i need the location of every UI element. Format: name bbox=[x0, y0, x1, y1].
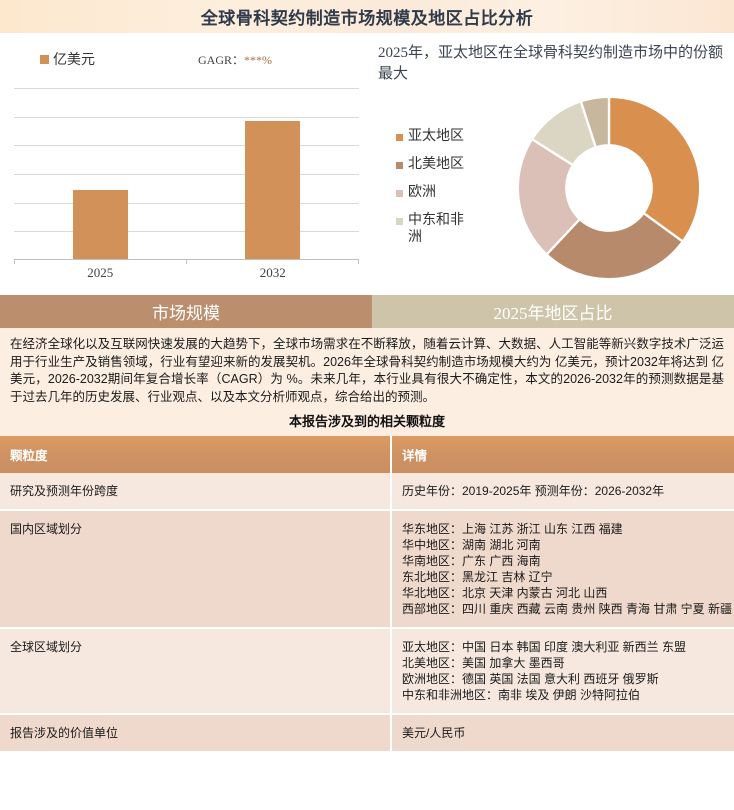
table-row: 国内区域划分 华东地区：上海 江苏 浙江 山东 江西 福建 华中地区：湖南 湖北 … bbox=[0, 510, 734, 629]
donut-chart bbox=[512, 91, 706, 285]
charts-region: 亿美元 GAGR：***% 2025 2032 2025年，亚太地区在全球骨科契约… bbox=[0, 33, 734, 291]
bar-chart-gridlines bbox=[14, 88, 359, 260]
cell-grain: 国内区域划分 bbox=[0, 510, 392, 629]
axis-tick bbox=[186, 260, 187, 264]
pie-legend-item: 北美地区 bbox=[396, 156, 474, 173]
gagr-annotation: GAGR：***% bbox=[198, 51, 272, 68]
table-body: 研究及预测年份跨度 历史年份：2019-2025年 预测年份：2026-2032年… bbox=[0, 473, 734, 753]
column-header-detail: 详情 bbox=[391, 436, 734, 473]
bar-2025 bbox=[72, 190, 128, 259]
pie-legend-swatch-icon bbox=[396, 218, 403, 225]
pie-legend-label: 中东和非洲 bbox=[408, 213, 464, 245]
pie-chart-legend: 亚太地区北美地区欧洲中东和非洲 bbox=[396, 128, 474, 257]
page-title-banner: 全球骨科契约制造市场规模及地区占比分析 bbox=[0, 0, 734, 33]
table-row: 全球区域划分 亚太地区：中国 日本 韩国 印度 澳大利亚 新西兰 东盟 北美地区：… bbox=[0, 628, 734, 715]
gagr-value: ***% bbox=[244, 53, 273, 67]
pie-legend-label: 欧洲 bbox=[408, 185, 436, 200]
bar-chart-panel: 亿美元 GAGR：***% 2025 2032 bbox=[0, 33, 372, 291]
pie-legend-swatch-icon bbox=[396, 162, 403, 169]
cell-grain: 全球区域划分 bbox=[0, 628, 392, 715]
pie-legend-swatch-icon bbox=[396, 134, 403, 141]
pie-legend-swatch-icon bbox=[396, 190, 403, 197]
x-tick-label: 2032 bbox=[259, 265, 286, 280]
bar-chart-plot bbox=[14, 88, 359, 264]
table-header-row: 颗粒度 详情 bbox=[0, 436, 734, 473]
cell-detail: 亚太地区：中国 日本 韩国 印度 澳大利亚 新西兰 东盟 北美地区：美国 加拿大… bbox=[391, 628, 734, 715]
bar-chart-x-labels: 2025 2032 bbox=[14, 265, 359, 285]
pie-legend-item: 亚太地区 bbox=[396, 128, 474, 145]
tab-market-size[interactable]: 市场规模 bbox=[0, 295, 372, 328]
pie-chart-panel: 2025年，亚太地区在全球骨科契约制造市场中的份额最大 亚太地区北美地区欧洲中东… bbox=[372, 33, 734, 291]
donut-slice-北美地区 bbox=[544, 211, 685, 281]
donut-slice-亚太地区 bbox=[607, 95, 702, 244]
x-tick-label: 2025 bbox=[87, 265, 114, 280]
axis-tick bbox=[358, 260, 359, 264]
donut-slice-欧洲 bbox=[516, 137, 582, 257]
pie-legend-item: 欧洲 bbox=[396, 184, 474, 201]
table-caption: 本报告涉及到的相关颗粒度 bbox=[288, 414, 445, 429]
page-title: 全球骨科契约制造市场规模及地区占比分析 bbox=[200, 9, 534, 28]
cell-grain: 报告涉及的价值单位 bbox=[0, 714, 392, 753]
cell-detail: 华东地区：上海 江苏 浙江 山东 江西 福建 华中地区：湖南 湖北 河南 华南地… bbox=[391, 510, 734, 629]
bar-legend-label: 亿美元 bbox=[53, 53, 95, 68]
cell-detail: 美元/人民币 bbox=[391, 714, 734, 753]
legend-swatch-icon bbox=[40, 54, 49, 64]
bar-chart-bars bbox=[14, 88, 359, 260]
bar-chart-legend: 亿美元 bbox=[40, 49, 95, 69]
axis-tick bbox=[14, 260, 15, 264]
tab-market-size-label: 市场规模 bbox=[152, 304, 220, 323]
tab-region-share[interactable]: 2025年地区占比 bbox=[372, 295, 734, 328]
donut-slice-其他 bbox=[579, 95, 611, 149]
pie-chart-heading: 2025年，亚太地区在全球骨科契约制造市场中的份额最大 bbox=[378, 45, 724, 82]
table-row: 报告涉及的价值单位 美元/人民币 bbox=[0, 714, 734, 753]
pie-legend-label: 亚太地区 bbox=[408, 129, 464, 144]
granularity-table: 颗粒度 详情 研究及预测年份跨度 历史年份：2019-2025年 预测年份：202… bbox=[0, 436, 734, 753]
table-row: 研究及预测年份跨度 历史年份：2019-2025年 预测年份：2026-2032年 bbox=[0, 473, 734, 511]
summary-paragraph: 在经济全球化以及互联网快速发展的大趋势下，全球市场需求在不断释放，随着云计算、大… bbox=[10, 337, 724, 404]
section-tabs: 市场规模 2025年地区占比 bbox=[0, 295, 734, 328]
bar-2032 bbox=[245, 121, 301, 259]
pie-legend-label: 北美地区 bbox=[408, 157, 464, 172]
cell-grain: 研究及预测年份跨度 bbox=[0, 473, 392, 511]
column-header-grain: 颗粒度 bbox=[0, 436, 392, 473]
gagr-label: GAGR： bbox=[198, 53, 245, 67]
summary-section: 在经济全球化以及互联网快速发展的大趋势下，全球市场需求在不断释放，随着云计算、大… bbox=[0, 328, 734, 436]
bar-chart-axis bbox=[14, 259, 359, 260]
cell-detail: 历史年份：2019-2025年 预测年份：2026-2032年 bbox=[391, 473, 734, 511]
tab-region-share-label: 2025年地区占比 bbox=[493, 304, 613, 323]
pie-legend-item: 中东和非洲 bbox=[396, 212, 474, 246]
